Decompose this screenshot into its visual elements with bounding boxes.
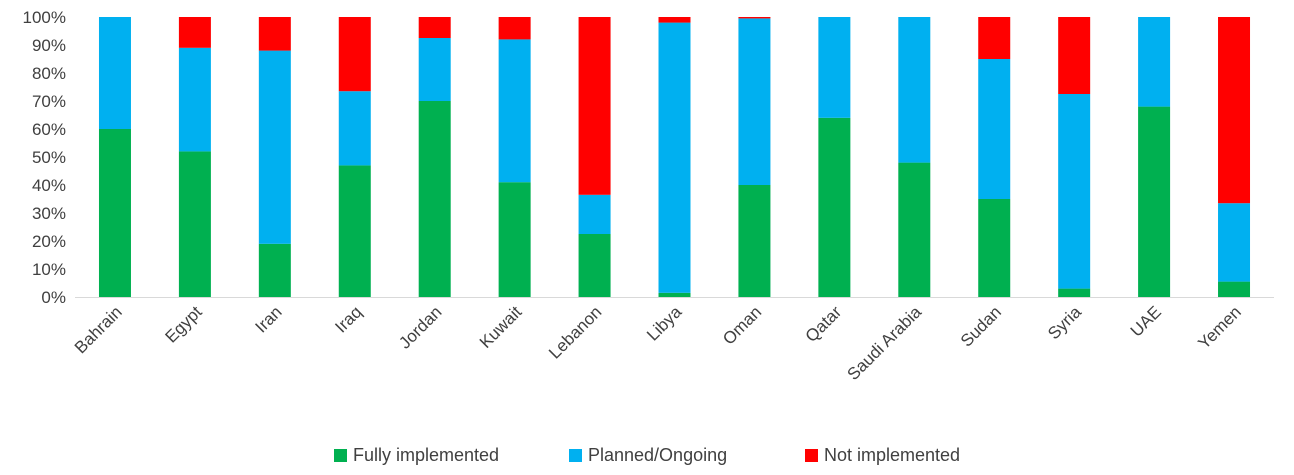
y-tick-label: 20% [32,232,66,251]
x-tick-label: Kuwait [476,302,526,352]
bar-segment [98,17,131,129]
bar-segment [1058,17,1091,94]
bar-segment [258,17,291,51]
bar-segment [498,17,531,40]
y-tick-label: 0% [41,288,66,307]
y-tick-label: 40% [32,176,66,195]
bar-segment [818,17,851,118]
legend-label: Planned/Ongoing [588,445,727,465]
bar-segment [1218,281,1251,297]
bar-segment [178,47,211,152]
legend-label: Fully implemented [353,445,499,465]
bar-segment [1138,106,1171,297]
y-tick-label: 70% [32,92,66,111]
bar-segment [978,59,1011,199]
x-tick-label: Iran [252,302,286,336]
y-tick-label: 30% [32,204,66,223]
x-tick-label: Saudi Arabia [844,302,926,384]
bar-segment [258,243,291,297]
legend-swatch [334,449,347,462]
bar-segment [1138,17,1171,107]
x-tick-label: Iraq [331,302,365,336]
bar-segment [658,22,691,293]
x-tick-label: Yemen [1194,302,1244,352]
bar-segment [1218,203,1251,282]
bar-segment [338,17,371,92]
y-tick-label: 100% [23,8,66,27]
bar-segment [898,17,931,163]
legend-swatch [805,449,818,462]
bar-segment [818,117,851,297]
bar-segment [738,18,771,186]
bar-segment [1218,17,1251,204]
bar-segment [258,50,291,244]
bar-segment [418,101,451,297]
bar-segment [738,17,771,19]
x-tick-label: Bahrain [71,302,126,357]
x-tick-label: Qatar [802,302,846,346]
legend-label: Not implemented [824,445,960,465]
bar-segment [1058,94,1091,289]
y-tick-label: 10% [32,260,66,279]
bar-segment [338,165,371,297]
y-tick-label: 60% [32,120,66,139]
bar-segment [978,17,1011,59]
x-tick-label: Syria [1044,302,1085,343]
bar-segment [578,17,611,195]
bar-segment [1058,288,1091,297]
bar-segment [498,39,531,183]
y-tick-label: 90% [32,36,66,55]
x-tick-label: Libya [643,302,686,345]
bar-segment [178,151,211,297]
bar-segment [338,91,371,166]
bar-segment [898,162,931,297]
bar-segment [578,234,611,297]
bar-segment [978,199,1011,297]
x-tick-label: UAE [1127,302,1165,340]
legend-swatch [569,449,582,462]
x-tick-label: Lebanon [545,302,605,362]
bar-segment [658,292,691,297]
bar-segment [178,17,211,48]
bar-segment [658,17,691,23]
bar-segment [418,17,451,38]
bar-segment [418,38,451,101]
y-tick-label: 80% [32,64,66,83]
x-tick-label: Jordan [395,302,445,352]
y-axis: 0% 10% 20% 30% 40% 50% 60% 70% 80% 90% 100% [23,8,66,307]
bar-segment [98,129,131,297]
x-axis: Bahrain Egypt Iran Iraq Jordan Kuwait Lebanon L… [71,297,1274,384]
x-tick-label: Egypt [162,302,206,346]
bars [98,17,1251,297]
bar-segment [738,185,771,297]
bar-segment [498,182,531,297]
bar-segment [578,194,611,234]
legend: Fully implemented Planned/Ongoing Not impl… [334,445,960,465]
x-tick-label: Sudan [957,302,1005,350]
y-tick-label: 50% [32,148,66,167]
x-tick-label: Oman [719,302,765,348]
